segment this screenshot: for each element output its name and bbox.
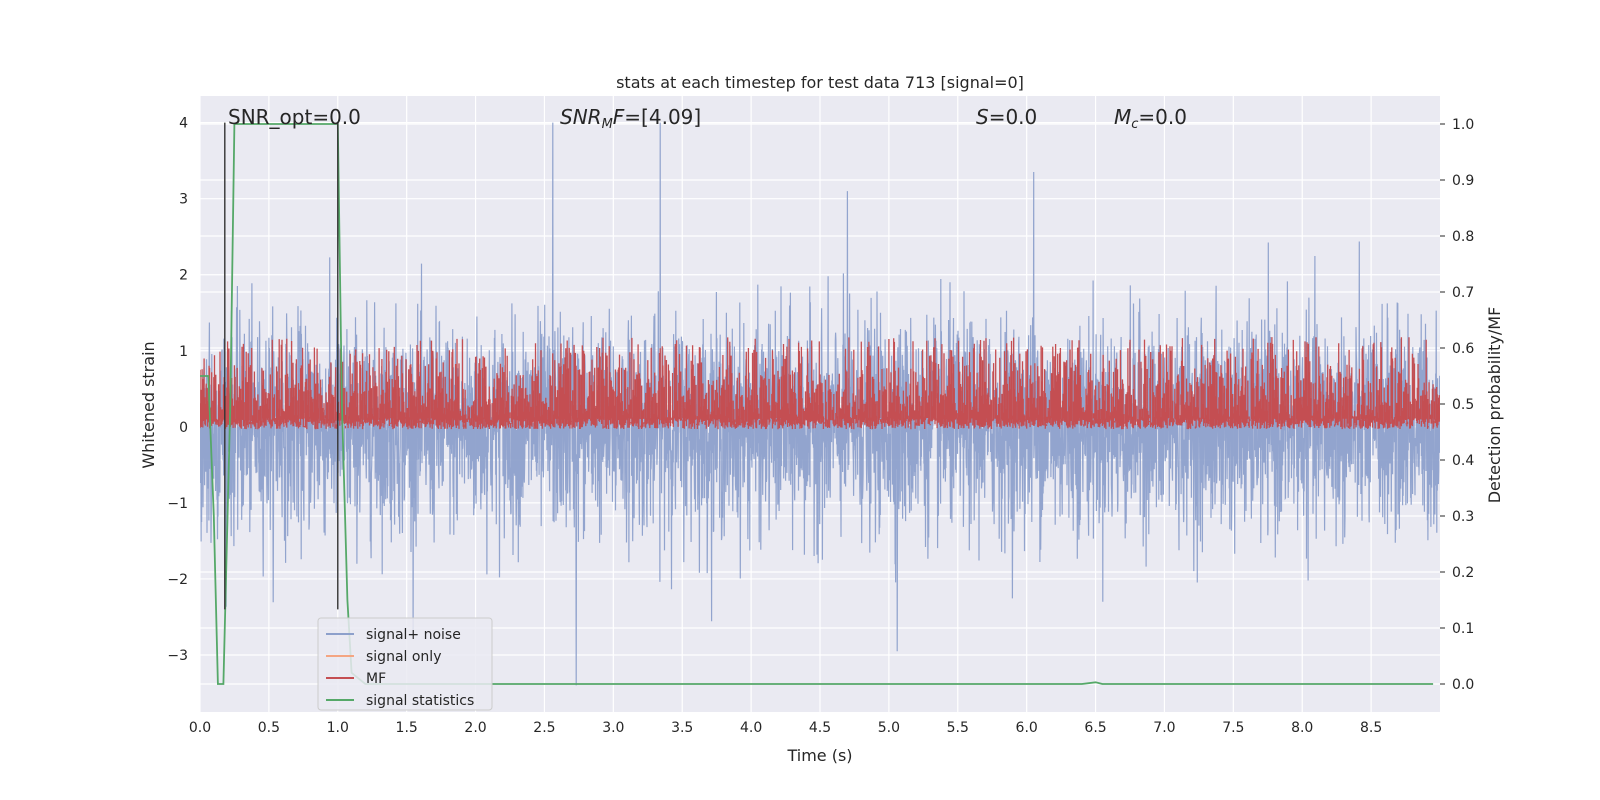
y-right-tick-label: 0.9: [1452, 173, 1474, 189]
x-axis-ticks: 0.0 0.5 1.0 1.5 2.0 2.5 3.0 3.5 4.0 4.5 5.0 5.5 6.0 6…: [189, 720, 1382, 736]
x-tick-label: 3.0: [602, 720, 624, 736]
x-tick-label: 5.5: [947, 720, 969, 736]
plot-content: [200, 122, 1440, 686]
y-right-tick-label: 0.8: [1452, 229, 1474, 245]
legend-label: MF: [366, 671, 386, 687]
annotation-s: S=0.0: [976, 105, 1037, 129]
plot-series-group: [200, 122, 1440, 686]
y-left-tick-label: 4: [179, 116, 188, 132]
y-right-tick-label: 0.6: [1452, 341, 1474, 357]
y-left-tick-label: 1: [179, 344, 188, 360]
y-right-tick-label: 0.4: [1452, 453, 1474, 469]
x-tick-label: 1.5: [396, 720, 418, 736]
snr-mf-value: =[4.09]: [624, 105, 701, 129]
x-tick-label: 6.5: [1084, 720, 1106, 736]
x-tick-label: 4.5: [809, 720, 831, 736]
y-right-tick-label: 0.3: [1452, 509, 1474, 525]
annotation-snr-mf: SNRMF=[4.09]: [560, 105, 701, 132]
y-left-axis-ticks: −3 −2 −1 0 1 2 3 4: [167, 116, 188, 664]
x-tick-label: 6.0: [1016, 720, 1038, 736]
y-right-axis-ticks: 0.0 0.1 0.2 0.3 0.4 0.5 0.6 0.7 0.8 0.9 1.0: [1440, 117, 1474, 693]
x-tick-label: 7.5: [1222, 720, 1244, 736]
annotation-mc: Mc=0.0: [1114, 105, 1187, 132]
y-left-tick-label: −1: [167, 496, 188, 512]
y-left-axis-label: Whitened strain: [139, 341, 158, 468]
y-right-tick-label: 0.7: [1452, 285, 1474, 301]
y-right-tick-label: 0.2: [1452, 565, 1474, 581]
y-left-tick-label: 3: [179, 192, 188, 208]
y-right-tick-label: 1.0: [1452, 117, 1474, 133]
y-right-axis-label: Detection probability/MF: [1485, 307, 1504, 504]
x-tick-label: 3.5: [671, 720, 693, 736]
annotation-snr-opt: SNR_opt=0.0: [228, 105, 361, 129]
x-tick-label: 4.0: [740, 720, 762, 736]
x-tick-label: 5.0: [878, 720, 900, 736]
x-tick-label: 0.0: [189, 720, 211, 736]
x-axis-label: Time (s): [786, 746, 852, 765]
y-left-tick-label: 0: [179, 420, 188, 436]
chart-title: stats at each timestep for test data 713…: [616, 73, 1024, 92]
x-tick-label: 8.5: [1360, 720, 1382, 736]
x-tick-label: 0.5: [258, 720, 280, 736]
x-tick-label: 8.0: [1291, 720, 1313, 736]
x-tick-label: 1.0: [327, 720, 349, 736]
x-tick-label: 7.0: [1153, 720, 1175, 736]
legend-label: signal statistics: [366, 693, 474, 709]
legend-label: signal+ noise: [366, 627, 461, 643]
y-left-tick-label: −3: [167, 648, 188, 664]
legend: signal+ noise signal only MF signal statist…: [317, 617, 493, 711]
y-right-tick-label: 0.0: [1452, 677, 1474, 693]
legend-box: [317, 617, 493, 711]
y-right-tick-label: 0.5: [1452, 397, 1474, 413]
y-left-tick-label: 2: [179, 268, 188, 284]
x-tick-label: 2.0: [464, 720, 486, 736]
y-left-tick-label: −2: [167, 572, 188, 588]
x-tick-label: 2.5: [533, 720, 555, 736]
legend-label: signal only: [366, 649, 441, 665]
y-right-tick-label: 0.1: [1452, 621, 1474, 637]
